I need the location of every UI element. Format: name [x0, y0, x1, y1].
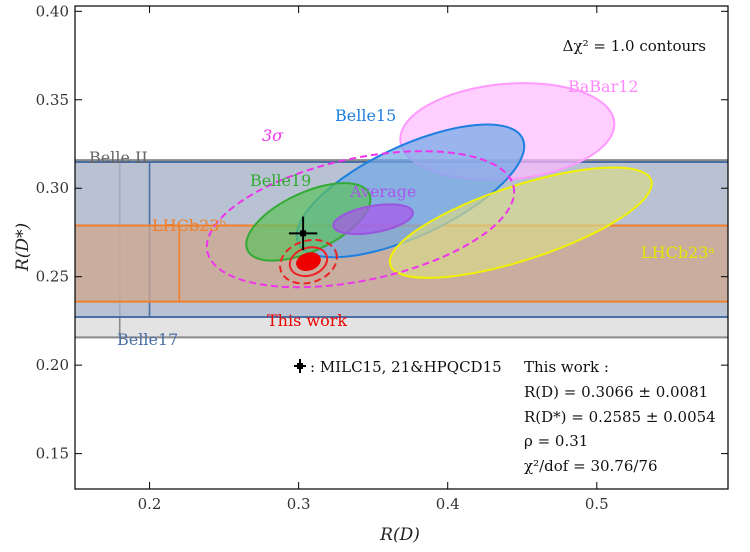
- x-tick-label: 0.3: [287, 495, 311, 513]
- x-axis-label: R(D): [379, 525, 420, 545]
- lattice-legend-label: : MILC15, 21&HPQCD15: [310, 358, 502, 376]
- label-babar12: BaBar12: [568, 77, 639, 96]
- ellipse-this-work: [296, 252, 321, 272]
- y-tick-label: 0.25: [36, 268, 69, 286]
- x-tick-label: 0.2: [138, 495, 162, 513]
- label-this-work: This work: [267, 311, 347, 330]
- ellipse-layer: [205, 82, 653, 289]
- result-title: This work :: [524, 358, 609, 376]
- result-rho: ρ = 0.31: [524, 432, 588, 450]
- lattice-point: [300, 230, 307, 237]
- labels-layer: BaBar12 Belle15 LHCb23ᵃ Belle19 Average …: [89, 77, 715, 349]
- ellipse-this-work-1: [288, 246, 329, 278]
- label-belle2: Belle II: [89, 148, 148, 167]
- label-average: Average: [349, 182, 416, 201]
- y-tick-label: 0.35: [36, 91, 69, 109]
- y-tick-label: 0.20: [36, 356, 69, 374]
- plot-frame: [74, 5, 729, 490]
- y-tick-label: 0.40: [36, 2, 69, 20]
- y-tick-label: 0.15: [36, 445, 69, 463]
- label-belle17: Belle17: [117, 330, 178, 349]
- label-lhcb23b: LHCb23ᵇ: [152, 216, 226, 235]
- ellipse-this-work-2: [279, 238, 338, 285]
- lattice-point-layer: [288, 216, 318, 251]
- x-tick-label: 0.5: [585, 495, 609, 513]
- result-box: This work : R(D) = 0.3066 ± 0.0081 R(D*)…: [524, 358, 716, 475]
- label-belle15: Belle15: [335, 106, 396, 125]
- lattice-legend: : MILC15, 21&HPQCD15: [294, 358, 502, 376]
- ellipse-3: [205, 150, 516, 289]
- lattice-legend-marker: [294, 359, 306, 373]
- ellipse-average: [332, 203, 414, 236]
- contour-note: Δχ² = 1.0 contours: [563, 37, 706, 55]
- label-lhcb23a: LHCb23ᵃ: [641, 243, 715, 262]
- result-rd: R(D) = 0.3066 ± 0.0081: [524, 383, 708, 401]
- label-3sigma: 3σ: [262, 126, 284, 145]
- y-axis-label: R(D*): [13, 223, 33, 272]
- x-axis: 0.2 0.3 0.4 0.5: [138, 6, 609, 513]
- y-tick-label: 0.30: [36, 179, 69, 197]
- label-belle19: Belle19: [250, 171, 311, 190]
- y-axis: 0.15 0.20 0.25 0.30 0.35 0.40: [36, 2, 728, 463]
- result-chi2: χ²/dof = 30.76/76: [524, 457, 658, 475]
- x-tick-label: 0.4: [436, 495, 460, 513]
- result-rdstar: R(D*) = 0.2585 ± 0.0054: [524, 408, 716, 426]
